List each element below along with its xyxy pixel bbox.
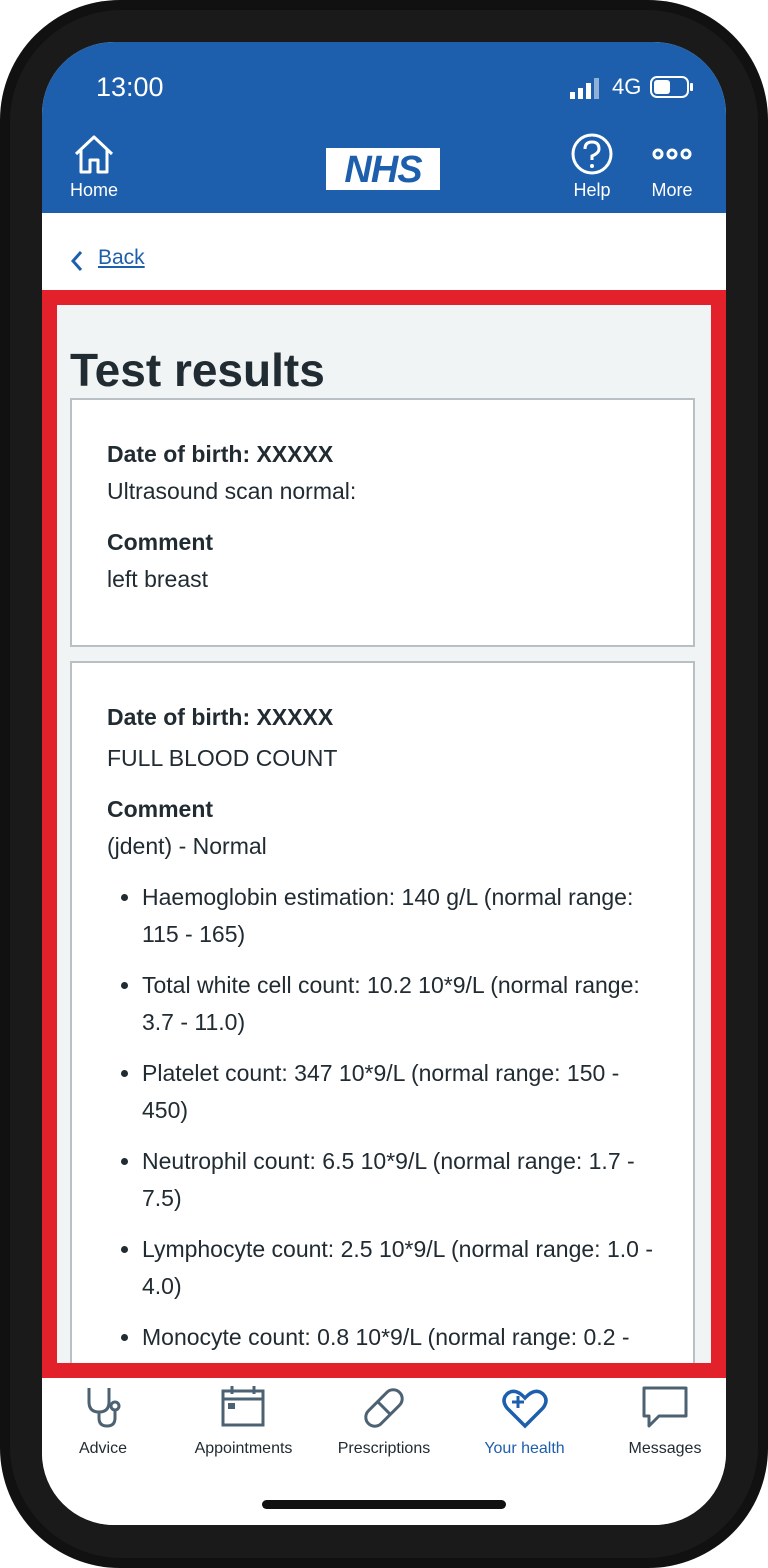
nav-label: Help bbox=[573, 180, 611, 200]
nav-label: More bbox=[651, 180, 693, 200]
tab-label: Appointments bbox=[194, 1440, 293, 1457]
tab-item[interactable]: Your health bbox=[457, 1384, 593, 1458]
back-row: Back bbox=[42, 213, 726, 290]
card-heading: Date of birth: XXXXX bbox=[107, 704, 334, 730]
result-item: Neutrophil count: 6.5 10*9/L (normal ran… bbox=[142, 1143, 658, 1217]
nhs-logo: NHS bbox=[326, 148, 440, 191]
home-indicator bbox=[262, 1500, 506, 1509]
help-icon bbox=[571, 133, 613, 175]
result-card: Date of birth: XXXXX FULL BLOOD COUNT Co… bbox=[70, 661, 695, 1363]
comment-text: left breast bbox=[107, 566, 208, 592]
comment-label: Comment bbox=[107, 529, 214, 555]
card-test: FULL BLOOD COUNT bbox=[107, 745, 338, 771]
back-link[interactable]: Back bbox=[98, 246, 145, 269]
tab-icon bbox=[501, 1389, 548, 1429]
card-test: Ultrasound scan normal: bbox=[107, 478, 357, 504]
result-item: Monocyte count: 0.8 10*9/L (normal range… bbox=[142, 1319, 658, 1363]
result-card: Date of birth: XXXXX Ultrasound scan nor… bbox=[70, 398, 695, 647]
tab-item[interactable]: Messages bbox=[597, 1384, 726, 1458]
tab-label: Advice bbox=[78, 1440, 128, 1457]
result-item: Lymphocyte count: 2.5 10*9/L (normal ran… bbox=[142, 1231, 658, 1305]
comment-text: (jdent) - Normal bbox=[107, 833, 267, 859]
nav-label: Home bbox=[69, 180, 118, 200]
tab-label: Your health bbox=[484, 1440, 565, 1457]
nav-home[interactable]: Home bbox=[44, 132, 144, 201]
home-icon bbox=[74, 135, 114, 174]
tab-icon bbox=[642, 1386, 688, 1428]
more-icon bbox=[652, 148, 692, 160]
status-time: 13:00 bbox=[96, 72, 164, 102]
tab-icon bbox=[221, 1386, 264, 1427]
tab-item[interactable]: Advice bbox=[42, 1384, 171, 1458]
comment-label: Comment bbox=[107, 796, 214, 822]
tab-label: Messages bbox=[628, 1440, 702, 1457]
app-header: 13:00 4G Home NHS Help More bbox=[42, 42, 726, 213]
network-label: 4G bbox=[612, 74, 642, 99]
card-heading: Date of birth: XXXXX bbox=[107, 441, 334, 467]
tab-label: Prescriptions bbox=[337, 1440, 431, 1457]
result-item: Haemoglobin estimation: 140 g/L (normal … bbox=[142, 879, 658, 953]
screen: 13:00 4G Home NHS Help More Back Test re… bbox=[42, 42, 726, 1525]
results-list: Haemoglobin estimation: 140 g/L (normal … bbox=[107, 879, 658, 1363]
highlight-region: Test results Date of birth: XXXXX Ultras… bbox=[42, 290, 726, 1378]
result-item: Platelet count: 347 10*9/L (normal range… bbox=[142, 1055, 658, 1129]
nav-help[interactable]: Help bbox=[542, 132, 642, 201]
nav-more[interactable]: More bbox=[622, 132, 722, 201]
tab-item[interactable]: Prescriptions bbox=[316, 1384, 452, 1458]
page-title: Test results bbox=[70, 344, 325, 396]
signal-icon bbox=[570, 78, 599, 99]
tab-icon bbox=[87, 1388, 121, 1428]
back-chevron bbox=[70, 251, 83, 271]
result-item: Total white cell count: 10.2 10*9/L (nor… bbox=[142, 967, 658, 1041]
tab-item[interactable]: Appointments bbox=[176, 1384, 312, 1458]
tab-icon bbox=[364, 1388, 404, 1428]
battery-icon bbox=[650, 76, 693, 98]
